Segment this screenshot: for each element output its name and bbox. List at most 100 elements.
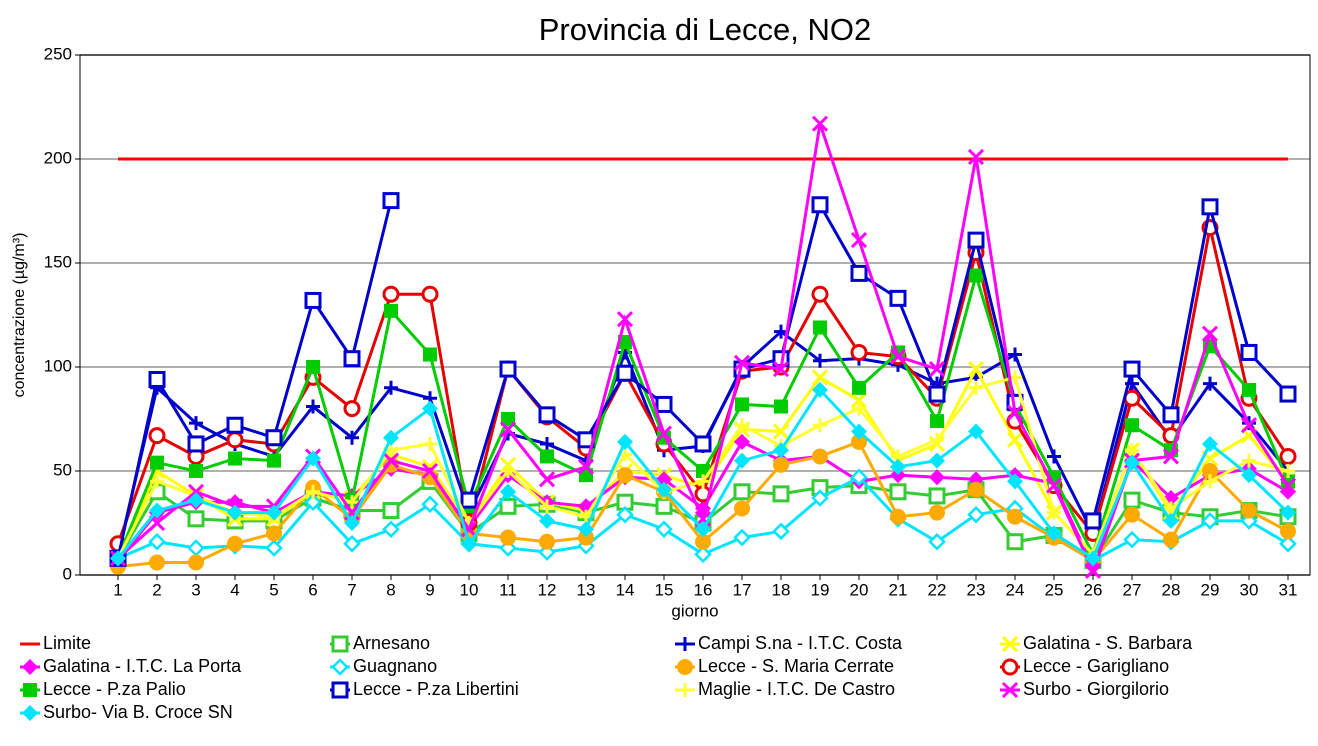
marker: [1241, 502, 1257, 519]
marker: [967, 231, 985, 249]
legend-label: Limite: [43, 633, 91, 653]
marker: [929, 469, 945, 486]
marker: [889, 483, 907, 501]
marker: [384, 380, 398, 395]
x-tick-label: 5: [269, 580, 278, 599]
marker: [928, 385, 946, 403]
y-tick-label: 250: [44, 44, 72, 63]
marker: [1045, 477, 1063, 494]
marker: [149, 554, 165, 571]
marker: [382, 452, 400, 469]
x-axis-title: giorno: [671, 601, 718, 620]
y-tick-label: 50: [53, 460, 72, 479]
marker: [540, 449, 554, 464]
marker: [148, 427, 166, 445]
marker: [266, 525, 282, 542]
marker: [890, 467, 906, 484]
marker: [149, 502, 165, 519]
marker: [618, 335, 632, 350]
y-tick-label: 0: [63, 564, 72, 583]
marker: [773, 456, 789, 473]
chart-title: Provincia di Lecce, NO2: [539, 12, 872, 47]
marker: [539, 533, 555, 550]
marker: [1240, 417, 1258, 434]
marker: [499, 360, 517, 378]
marker: [1084, 512, 1102, 530]
marker: [811, 489, 829, 507]
marker: [1202, 463, 1218, 479]
marker: [772, 485, 790, 503]
marker: [383, 429, 399, 446]
x-tick-label: 1: [113, 580, 122, 599]
marker: [1001, 681, 1019, 699]
marker: [148, 532, 166, 551]
x-tick-label: 20: [850, 580, 869, 599]
legend-label: Lecce - P.za Palio: [43, 679, 186, 699]
legend-label: Arnesano: [353, 633, 430, 653]
marker: [696, 474, 710, 489]
marker: [1279, 385, 1297, 403]
marker: [382, 285, 400, 303]
marker: [695, 521, 711, 538]
marker: [461, 535, 477, 552]
marker: [930, 414, 944, 429]
marker: [226, 416, 244, 434]
marker: [1006, 404, 1024, 421]
y-tick-label: 150: [44, 252, 72, 271]
marker: [772, 361, 790, 378]
marker: [540, 436, 554, 451]
marker: [1163, 512, 1179, 529]
marker: [423, 436, 437, 451]
marker: [813, 320, 827, 335]
marker: [265, 429, 283, 447]
marker: [1241, 467, 1257, 484]
marker: [460, 491, 478, 509]
marker: [345, 430, 359, 445]
marker: [1281, 464, 1295, 478]
marker: [928, 487, 946, 505]
marker: [616, 364, 634, 382]
marker: [1006, 533, 1024, 551]
marker: [384, 303, 398, 318]
marker: [23, 683, 37, 697]
legend-label: Surbo - Giorgilorio: [1023, 679, 1169, 699]
marker: [677, 659, 693, 675]
marker: [266, 504, 282, 521]
marker: [501, 464, 515, 478]
marker: [813, 353, 827, 368]
marker: [187, 435, 205, 453]
marker: [382, 192, 400, 210]
x-tick-label: 4: [230, 580, 239, 599]
marker: [423, 347, 437, 362]
marker: [227, 535, 243, 552]
marker: [735, 418, 749, 433]
marker: [382, 520, 400, 539]
x-tick-label: 11: [499, 580, 517, 599]
x-tick-label: 24: [1006, 580, 1025, 599]
marker: [617, 467, 633, 484]
marker: [1085, 550, 1101, 567]
marker: [678, 637, 692, 651]
x-tick-label: 8: [386, 580, 395, 599]
marker: [265, 539, 283, 557]
x-tick-label: 18: [772, 580, 791, 599]
marker: [345, 495, 359, 510]
marker: [851, 423, 867, 440]
marker: [188, 554, 204, 571]
marker: [421, 495, 439, 514]
marker: [969, 268, 983, 283]
x-tick-label: 7: [347, 580, 356, 599]
legend-label: Lecce - S. Maria Cerrate: [698, 656, 894, 676]
marker: [1162, 406, 1180, 424]
marker: [306, 360, 320, 374]
marker: [812, 381, 828, 398]
marker: [382, 502, 400, 520]
x-tick-label: 17: [733, 580, 752, 599]
marker: [538, 406, 556, 424]
x-tick-label: 31: [1279, 580, 1298, 599]
marker: [421, 462, 439, 480]
marker: [540, 499, 554, 514]
legend-label: Lecce - Garigliano: [1023, 656, 1169, 676]
marker: [772, 423, 790, 440]
marker: [500, 529, 516, 546]
